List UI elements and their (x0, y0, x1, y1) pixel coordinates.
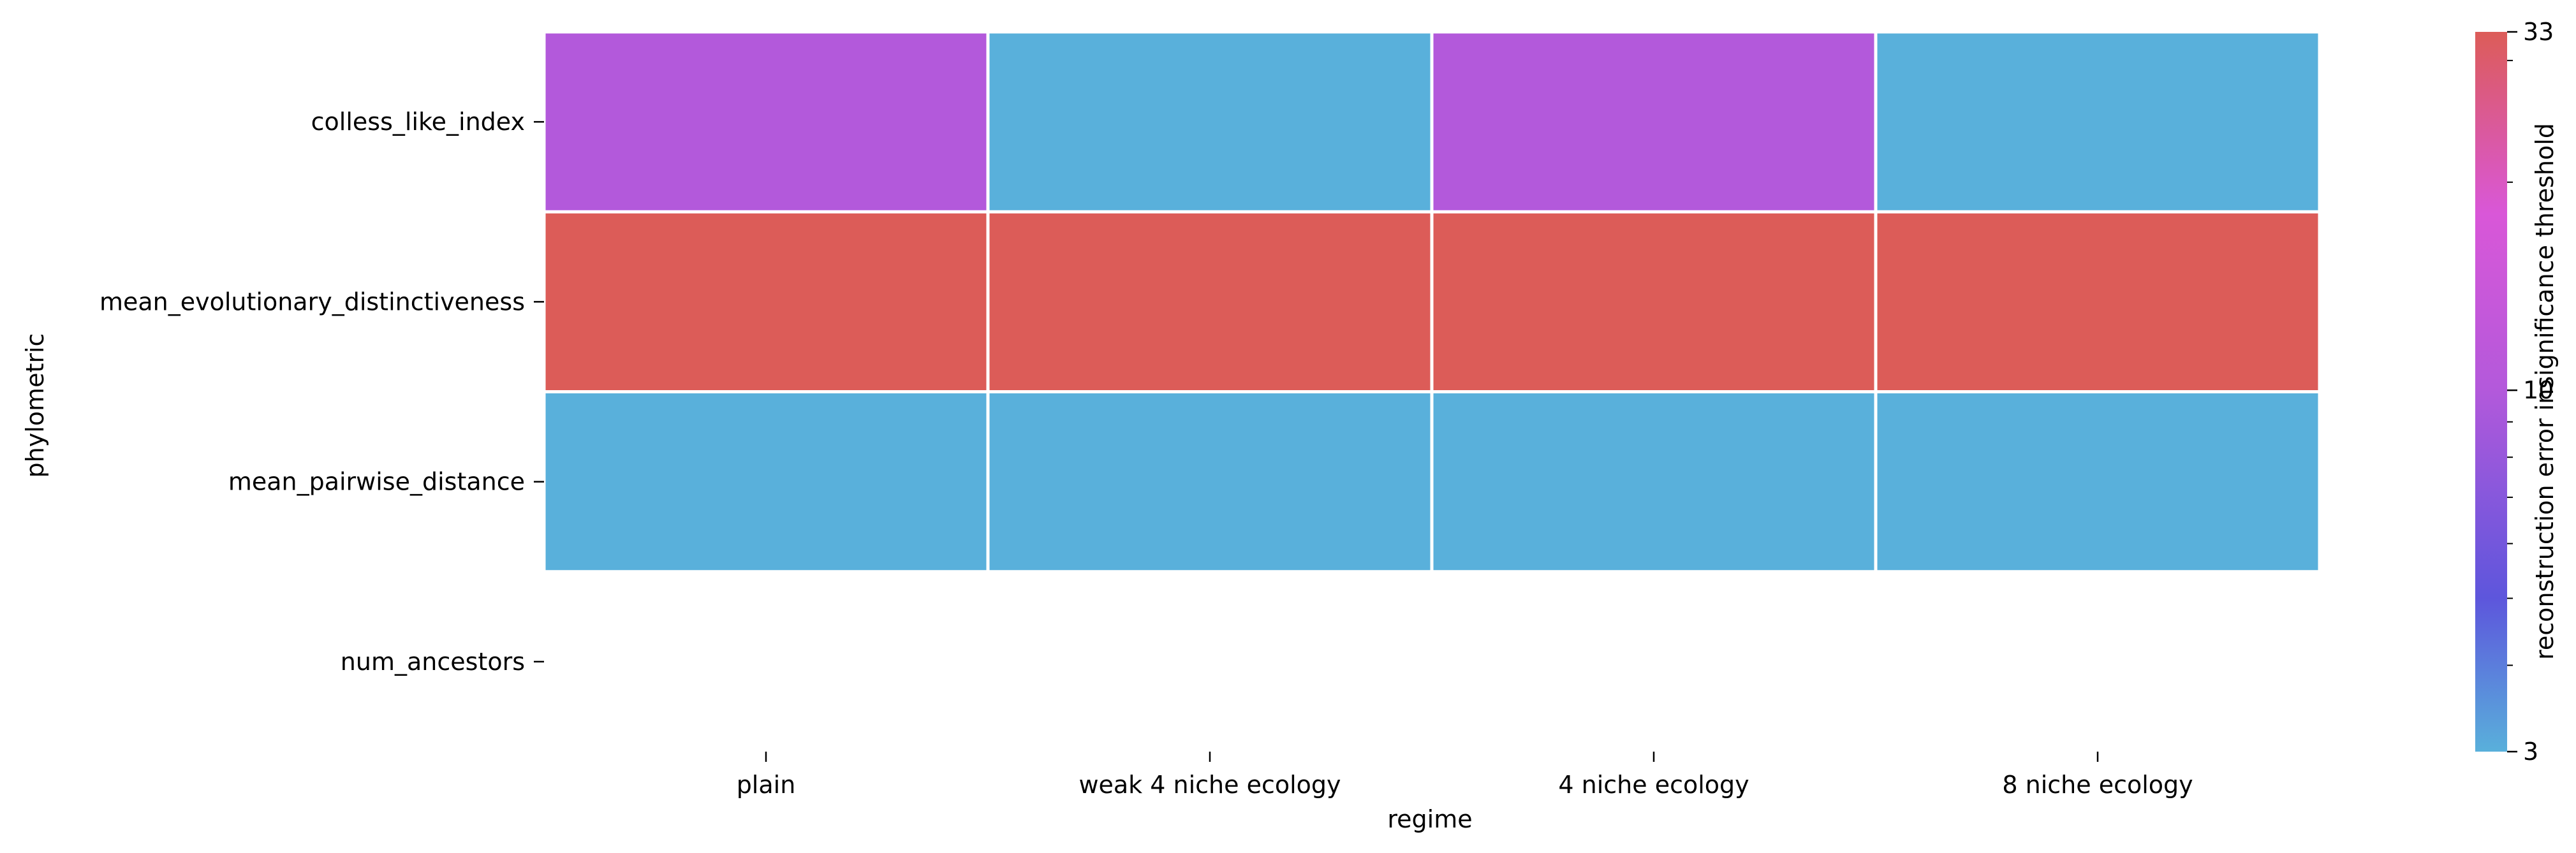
heatmap-cell (989, 33, 1431, 210)
heatmap-cell (989, 393, 1431, 571)
heatmap-cell (1433, 33, 1874, 210)
x-axis: plain weak 4 niche ecology 4 niche ecology… (737, 752, 2193, 799)
y-tick-label: mean_pairwise_distance (228, 468, 525, 496)
heatmap-cell (989, 213, 1431, 390)
colorbar-tick-label: 3 (2523, 738, 2538, 766)
x-tick-label: plain (737, 771, 796, 799)
colorbar-tick-label: 33 (2523, 18, 2554, 46)
x-axis-label: regime (1387, 805, 1472, 833)
y-tick-label: mean_evolutionary_distinctiveness (99, 288, 525, 316)
heatmap-cell (545, 33, 987, 210)
heatmap-cell (1877, 33, 2318, 210)
heatmap-cell (1877, 213, 2318, 390)
x-tick-label: weak 4 niche ecology (1078, 771, 1341, 799)
y-tick-label: num_ancestors (341, 648, 525, 676)
x-tick-label: 8 niche ecology (2002, 771, 2193, 799)
heatmap-cell (545, 213, 987, 390)
colorbar: 3 10 33 reconstruction error insignificanc… (2475, 18, 2559, 766)
heatmap-cells (545, 33, 2318, 571)
colorbar-gradient (2475, 32, 2507, 752)
colorbar-label: reconstruction error insignificance thre… (2531, 123, 2559, 660)
x-tick-label: 4 niche ecology (1558, 771, 1749, 799)
y-axis-label: phylometric (21, 333, 49, 478)
y-axis: colless_like_index mean_evolutionary_dist… (99, 108, 544, 676)
heatmap-cell (1433, 213, 1874, 390)
heatmap-cell (1433, 393, 1874, 571)
heatmap-cell (1877, 393, 2318, 571)
colorbar-ticks: 3 10 33 (2507, 18, 2554, 766)
y-tick-label: colless_like_index (311, 108, 525, 136)
colorbar-tick-label: 10 (2523, 376, 2554, 404)
heatmap-cell (545, 393, 987, 571)
